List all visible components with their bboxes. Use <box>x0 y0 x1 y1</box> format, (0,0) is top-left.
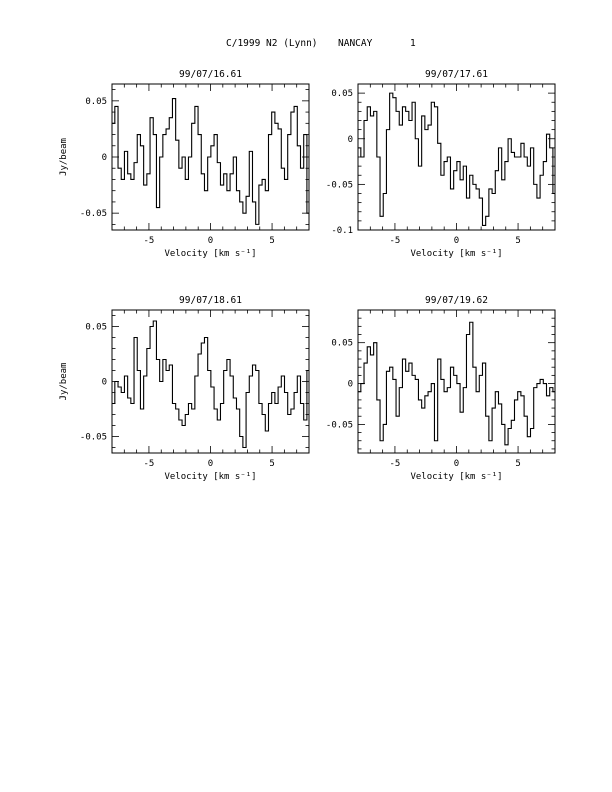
x-axis-label: Velocity [km s⁻¹] <box>410 472 502 482</box>
y-tick-label: -0.1 <box>331 226 353 236</box>
panel-title: 99/07/19.62 <box>425 295 488 306</box>
spectrum-line <box>358 92 555 226</box>
spectrum-line <box>112 320 309 449</box>
panel-title: 99/07/18.61 <box>179 295 242 306</box>
spectrum-panel: -5 0 5 0.05 0 -0.05 99/07/18.61 Velocity [km s⁻… <box>59 295 310 482</box>
y-tick-label: -0.05 <box>326 180 353 190</box>
spectrum-line <box>112 98 309 225</box>
y-tick-label: -0.05 <box>326 420 353 430</box>
page-number: 1 <box>410 38 416 49</box>
observatory-name: NANCAY <box>338 38 373 49</box>
y-axis-label: Jy/beam <box>59 363 69 401</box>
x-tick-label: 0 <box>454 236 459 246</box>
x-tick-label: 5 <box>515 236 520 246</box>
y-tick-label: 0.05 <box>85 97 107 107</box>
x-tick-label: -5 <box>390 236 401 246</box>
y-tick-label: 0.05 <box>331 89 353 99</box>
y-tick-label: -0.05 <box>80 209 107 219</box>
y-tick-label: 0 <box>102 153 107 163</box>
x-tick-label: -5 <box>144 459 155 469</box>
x-axis-label: Velocity [km s⁻¹] <box>164 472 256 482</box>
panel-title: 99/07/17.61 <box>425 69 488 80</box>
x-tick-label: -5 <box>144 236 155 246</box>
x-tick-label: 0 <box>454 459 459 469</box>
comet-designation: C/1999 N2 (Lynn) <box>226 38 318 49</box>
x-tick-label: 5 <box>515 459 520 469</box>
x-tick-label: 0 <box>208 236 213 246</box>
spectrum-panel: -5 0 5 0.05 0 -0.05 99/07/16.61 Velocity [km s⁻… <box>59 69 310 259</box>
spectrum-panel: -5 0 5 0.05 0 -0.05 99/07/19.62 Velocity [km s⁻… <box>326 295 556 482</box>
spectrum-line <box>358 321 555 446</box>
y-tick-label: 0 <box>348 380 353 390</box>
x-tick-label: 5 <box>269 459 274 469</box>
spectrum-panel: -5 0 5 0.05 0 -0.05 -0.1 99/07/17.61 Velocity [k… <box>326 69 556 259</box>
y-tick-label: 0.05 <box>331 339 353 349</box>
y-tick-label: 0 <box>348 135 353 145</box>
y-tick-label: 0 <box>102 378 107 388</box>
y-tick-label: -0.05 <box>80 433 107 443</box>
x-axis-label: Velocity [km s⁻¹] <box>410 249 502 259</box>
page-header: C/1999 N2 (Lynn) NANCAY 1 <box>0 38 612 52</box>
y-tick-label: 0.05 <box>85 323 107 333</box>
x-axis-label: Velocity [km s⁻¹] <box>164 249 256 259</box>
x-tick-label: 0 <box>208 459 213 469</box>
y-axis-label: Jy/beam <box>59 138 69 176</box>
x-tick-label: -5 <box>390 459 401 469</box>
panel-title: 99/07/16.61 <box>179 69 242 80</box>
x-tick-label: 5 <box>269 236 274 246</box>
